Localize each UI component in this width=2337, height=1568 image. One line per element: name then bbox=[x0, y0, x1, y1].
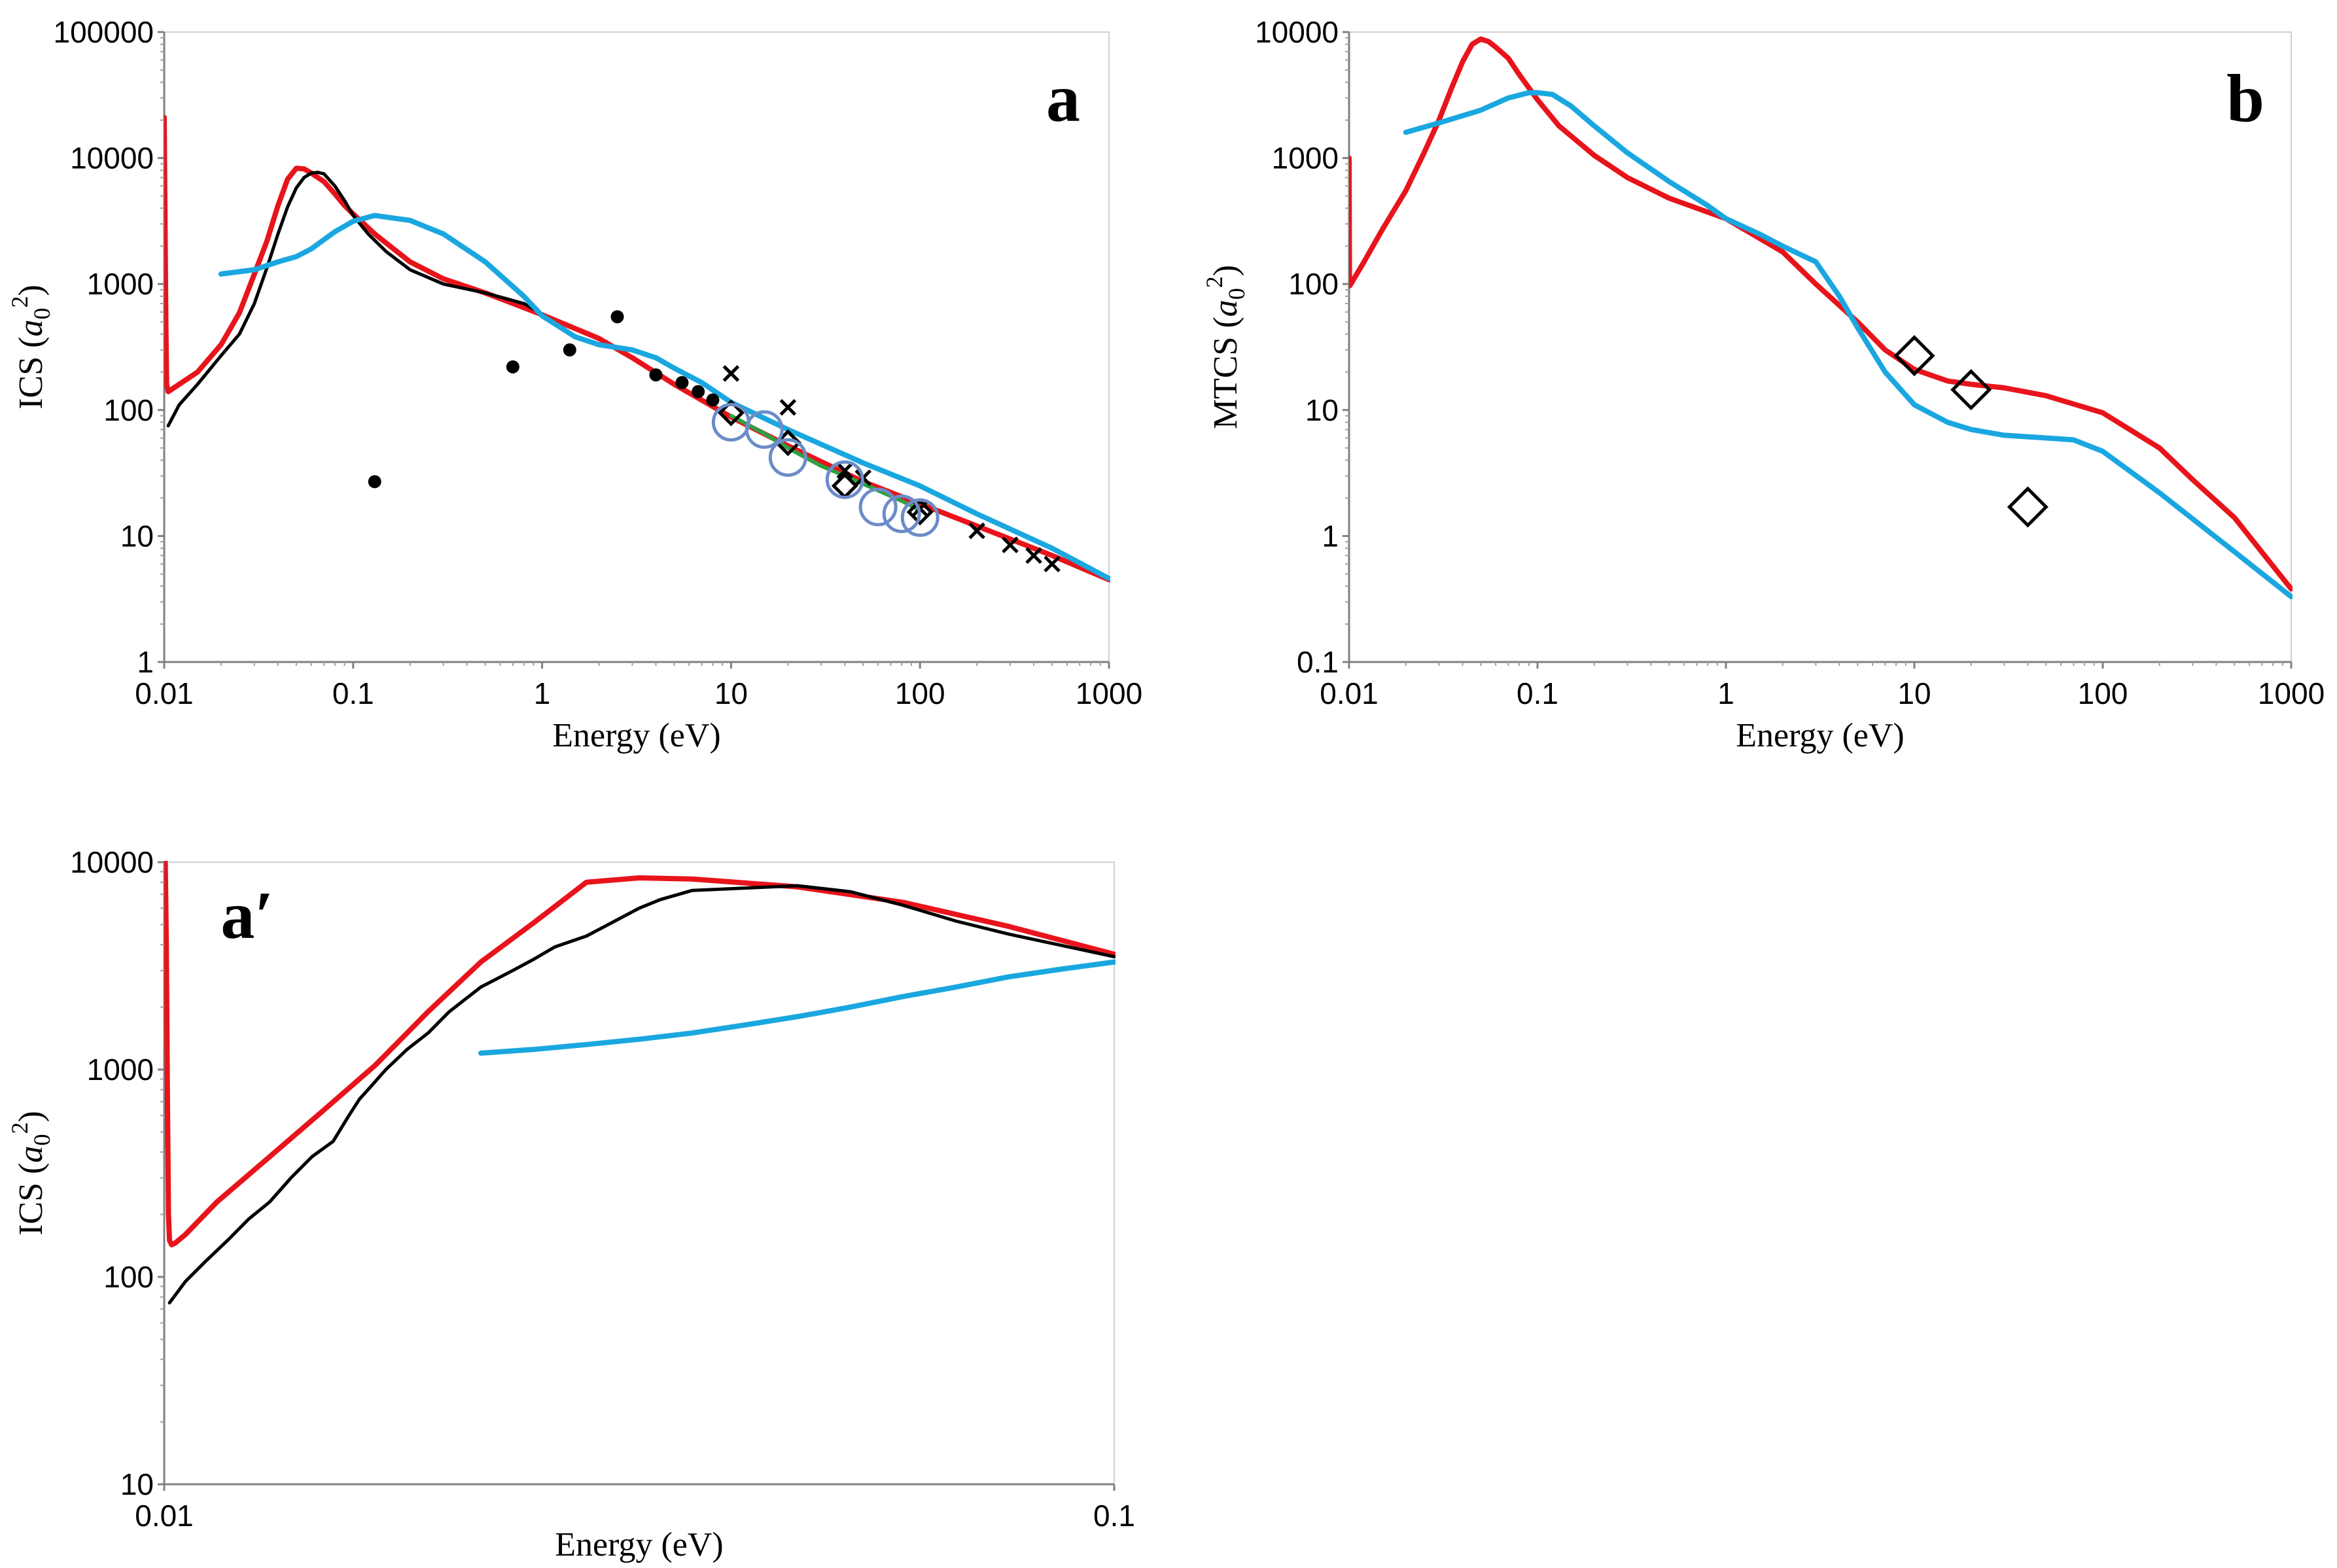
y-tick-label: 1000 bbox=[1272, 141, 1339, 175]
panel-label: a′ bbox=[220, 878, 273, 953]
data-point-dot bbox=[563, 343, 576, 357]
series-cyan-line bbox=[1403, 90, 2293, 600]
data-point-diamond bbox=[2007, 486, 2048, 528]
data-point-diamond bbox=[1950, 369, 1992, 411]
x-tick-label: 0.1 bbox=[1093, 1499, 1135, 1533]
data-point-circle bbox=[882, 494, 921, 533]
series-red-line bbox=[164, 861, 1116, 1247]
plot-series bbox=[164, 114, 1110, 583]
series-red-line bbox=[1349, 36, 2293, 592]
x-tick-label: 0.01 bbox=[1320, 676, 1379, 710]
y-tick-label: 10000 bbox=[70, 141, 154, 175]
x-tick-label: 1000 bbox=[2258, 676, 2325, 710]
plot-series bbox=[1349, 36, 2293, 600]
x-tick-label: 1 bbox=[1717, 676, 1734, 710]
y-tick-label: 10 bbox=[1305, 393, 1339, 427]
data-point-dot bbox=[506, 360, 519, 374]
x-tick-label: 100 bbox=[2078, 676, 2128, 710]
plot-series bbox=[164, 861, 1116, 1305]
data-point-cross bbox=[968, 522, 985, 540]
data-point-circle bbox=[858, 487, 898, 527]
y-axis-label-var: a bbox=[1207, 300, 1244, 317]
data-point-dot bbox=[649, 368, 663, 382]
data-point-circle bbox=[900, 498, 940, 537]
data-point-circle bbox=[768, 438, 807, 477]
x-axis-label: Energy (eV) bbox=[1736, 717, 1905, 754]
y-tick-label: 100 bbox=[1288, 267, 1339, 301]
y-axis-label: ICS (a02) bbox=[7, 1111, 55, 1236]
data-point-diamond bbox=[1893, 335, 1935, 377]
data-point-cross bbox=[722, 365, 740, 382]
y-axis-label: ICS (a02) bbox=[7, 285, 55, 409]
y-axis-label-main: ICS ( bbox=[12, 1163, 50, 1236]
y-axis-label-sub: 0 bbox=[1223, 288, 1250, 300]
y-tick-label: 0.1 bbox=[1297, 645, 1339, 679]
x-tick-label: 1 bbox=[534, 676, 551, 710]
y-axis-label-sub: 0 bbox=[29, 1134, 55, 1146]
y-axis-label-var: a bbox=[12, 1146, 50, 1163]
x-tick-label: 100 bbox=[895, 676, 945, 710]
plot-area bbox=[1348, 31, 2292, 663]
data-point-cross bbox=[779, 398, 797, 416]
panel-label: b bbox=[2226, 61, 2264, 136]
y-axis-label-main: MTCS ( bbox=[1207, 317, 1244, 429]
y-tick-label: 100000 bbox=[54, 15, 154, 49]
data-point-diamond bbox=[906, 498, 934, 526]
y-axis-label-close: ) bbox=[12, 1111, 50, 1122]
series-cyan-line bbox=[218, 213, 1110, 582]
data-point-cross bbox=[1025, 547, 1042, 565]
y-axis-label: MTCS (a02) bbox=[1201, 265, 1250, 429]
y-axis-label-sup: 2 bbox=[1201, 276, 1227, 288]
y-tick-label: 100 bbox=[103, 1260, 154, 1294]
y-tick-label: 10 bbox=[120, 1467, 154, 1501]
data-point-cross bbox=[1044, 555, 1061, 572]
y-tick-label: 1000 bbox=[87, 267, 154, 301]
data-point-circle bbox=[825, 460, 864, 499]
series-cyan-line bbox=[478, 959, 1116, 1056]
x-tick-label: 10 bbox=[714, 676, 748, 710]
data-point-dot bbox=[706, 393, 720, 407]
x-tick-label: 10 bbox=[1897, 676, 1931, 710]
data-point-dot bbox=[692, 385, 705, 398]
y-tick-label: 10000 bbox=[1255, 15, 1339, 49]
panel-a-chart: 1 10 100 1000 10000 100000 0.01 0.1 1 10 100 1000 a E… bbox=[7, 15, 1142, 754]
plot-area bbox=[164, 862, 1115, 1485]
data-point-dot bbox=[368, 475, 381, 489]
data-point-cross bbox=[836, 462, 854, 479]
x-axis-label: Energy (eV) bbox=[552, 717, 721, 754]
y-axis-label-close: ) bbox=[12, 285, 50, 296]
data-point-cross bbox=[1002, 536, 1019, 553]
data-point-dot bbox=[610, 310, 624, 324]
y-tick-label: 10 bbox=[120, 519, 154, 553]
data-point-dot bbox=[675, 375, 689, 389]
y-axis-label-main: ICS ( bbox=[12, 337, 50, 409]
y-axis-label-close: ) bbox=[1207, 265, 1244, 276]
data-point-circle bbox=[745, 410, 784, 449]
y-tick-label: 10000 bbox=[70, 845, 154, 879]
y-axis-label-sup: 2 bbox=[7, 1123, 33, 1134]
x-axis-label: Energy (eV) bbox=[555, 1526, 724, 1563]
series-black-line bbox=[166, 171, 544, 428]
y-axis-label-var: a bbox=[12, 320, 50, 337]
y-axis-label-sub: 0 bbox=[29, 308, 55, 320]
y-tick-label: 1000 bbox=[87, 1053, 154, 1087]
panel-label: a bbox=[1046, 61, 1080, 136]
series-green-line bbox=[729, 413, 922, 513]
y-axis-label-sup: 2 bbox=[7, 296, 33, 308]
y-tick-label: 1 bbox=[1322, 519, 1339, 553]
x-tick-label: 0.01 bbox=[135, 676, 194, 710]
data-point-diamond bbox=[717, 399, 745, 427]
y-tick-label: 100 bbox=[103, 393, 154, 427]
x-tick-label: 1000 bbox=[1076, 676, 1142, 710]
series-black-line bbox=[167, 884, 1116, 1305]
x-tick-label: 0.01 bbox=[135, 1499, 194, 1533]
panel-a-prime-chart: 10 100 1000 10000 0.01 0.1 a′ Energy (eV) ICS (a… bbox=[7, 845, 1135, 1563]
y-tick-label: 1 bbox=[137, 645, 154, 679]
x-tick-label: 0.1 bbox=[332, 676, 374, 710]
x-tick-label: 0.1 bbox=[1517, 676, 1558, 710]
plot-area bbox=[164, 31, 1110, 663]
